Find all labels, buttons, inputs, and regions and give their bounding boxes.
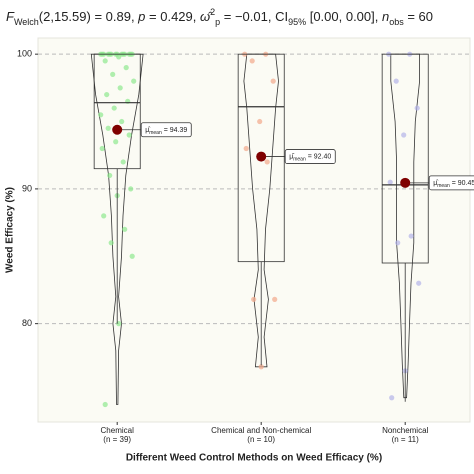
- data-point: [264, 159, 270, 165]
- data-point: [258, 364, 264, 370]
- y-axis-label: Weed Efficacy (%): [5, 187, 16, 273]
- mean-point: [256, 151, 267, 162]
- subtitle-part: [0.00, 0.00],: [306, 9, 382, 24]
- data-point: [102, 58, 108, 64]
- mean-label: μ̂mean = 92.40: [289, 153, 331, 162]
- box: [237, 53, 285, 263]
- x-tick-sub-label: (n = 11): [392, 435, 420, 444]
- mean-text: = 92.40: [306, 153, 332, 160]
- mean-symbol: μ̂: [433, 180, 439, 187]
- mean-text: = 94.39: [162, 127, 188, 134]
- data-point: [131, 78, 137, 84]
- data-point: [123, 65, 129, 71]
- data-point: [416, 280, 422, 286]
- data-point: [408, 233, 414, 239]
- data-point: [116, 54, 122, 60]
- data-point: [113, 139, 119, 145]
- box: [93, 53, 141, 170]
- y-tick-label: 90: [22, 183, 32, 193]
- data-point: [401, 132, 407, 138]
- data-point: [128, 186, 134, 192]
- subtitle-part: 95%: [288, 17, 306, 27]
- subtitle-part: p: [137, 9, 145, 24]
- mean-symbol: μ̂: [289, 153, 295, 160]
- data-point: [270, 78, 276, 84]
- chart-subtitle: FWelch(2,15.59) = 0.89, p = 0.429, ω̂2p …: [6, 7, 433, 27]
- mean-sub: mean: [293, 157, 306, 163]
- data-point: [111, 105, 117, 111]
- box: [381, 53, 429, 264]
- mean-label-box: [284, 149, 336, 164]
- data-point: [119, 118, 125, 125]
- x-tick-sub-label: (n = 39): [103, 435, 131, 444]
- x-axis-label: Different Weed Control Methods on Weed E…: [126, 453, 382, 464]
- data-point: [117, 85, 123, 91]
- data-point: [251, 296, 257, 302]
- subtitle-part: = −0.01, CI: [220, 9, 288, 24]
- panel: [37, 37, 471, 423]
- data-point: [107, 172, 113, 179]
- subtitle-part: obs: [389, 17, 404, 27]
- data-point: [393, 78, 399, 84]
- data-point: [129, 253, 135, 259]
- data-point: [414, 105, 420, 111]
- mean-point: [112, 124, 123, 135]
- data-point: [108, 240, 114, 246]
- mean-point: [400, 177, 411, 188]
- mean-sub: mean: [149, 130, 162, 136]
- subtitle-part: = 0.429,: [145, 9, 200, 24]
- data-point: [395, 240, 401, 246]
- data-point: [105, 125, 111, 131]
- subtitle-part: (2,15.59) = 0.89,: [39, 9, 138, 24]
- data-point: [387, 179, 393, 185]
- mean-label: μ̂mean = 94.39: [145, 127, 187, 136]
- data-point: [243, 145, 249, 152]
- data-point: [389, 395, 395, 401]
- violin: [90, 53, 144, 405]
- y-tick-label: 80: [22, 318, 32, 328]
- x-tick-sub-label: (n = 10): [247, 435, 275, 444]
- subtitle-part: p: [215, 17, 220, 27]
- mean-label-box: [428, 175, 474, 191]
- mean-label-box: [140, 122, 192, 138]
- data-point: [122, 226, 128, 232]
- data-point: [110, 71, 116, 77]
- subtitle-part: ω̂: [200, 9, 213, 24]
- subtitle-part: = 60: [404, 9, 433, 24]
- mean-symbol: μ̂: [145, 127, 151, 134]
- data-point: [99, 145, 105, 152]
- y-tick-label: 100: [17, 49, 32, 59]
- mean-text: = 90.45: [450, 180, 474, 187]
- subtitle-part: F: [6, 9, 15, 24]
- data-point: [104, 91, 110, 98]
- subtitle-part: 2: [210, 7, 215, 17]
- mean-sub: mean: [437, 183, 450, 189]
- data-point: [102, 401, 108, 408]
- data-point: [249, 58, 255, 64]
- data-point: [120, 159, 126, 165]
- x-tick-label: Nonchemical: [382, 426, 428, 435]
- data-point: [101, 213, 107, 219]
- x-tick-label: Chemical and Non-chemical: [211, 426, 311, 435]
- mean-label: μ̂mean = 90.45: [433, 180, 474, 189]
- x-tick-label: Chemical: [101, 426, 135, 435]
- data-point: [126, 132, 132, 138]
- data-point: [257, 118, 263, 125]
- data-point: [98, 112, 104, 118]
- subtitle-part: Welch: [14, 17, 39, 27]
- subtitle-part: n: [382, 9, 389, 24]
- data-point: [272, 296, 278, 302]
